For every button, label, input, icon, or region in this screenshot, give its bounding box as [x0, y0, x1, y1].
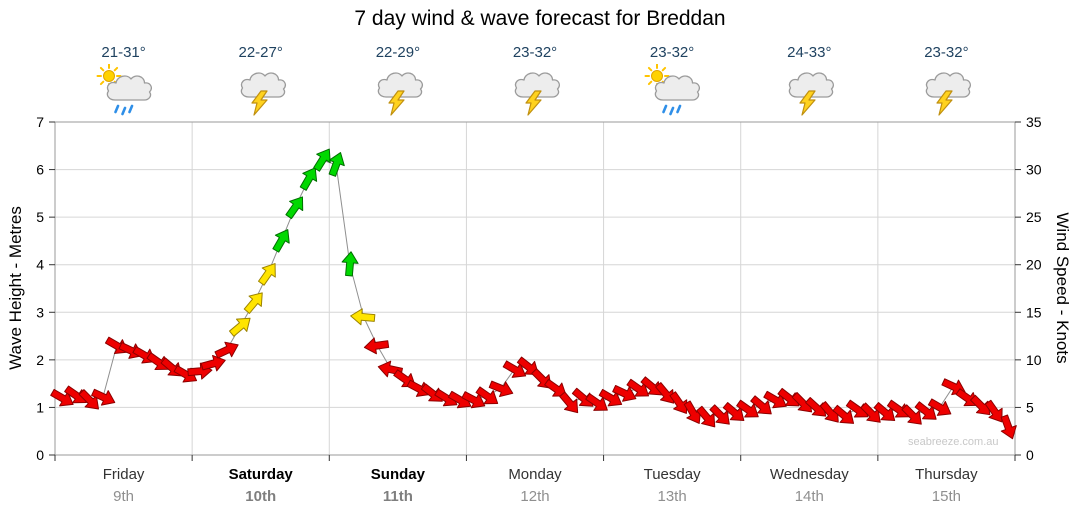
wind-arrow [669, 391, 688, 414]
wind-arrow [901, 404, 922, 425]
thunderstorm-icon [918, 64, 974, 118]
wind-arrow [585, 393, 608, 411]
day-date-label: 13th [657, 488, 687, 505]
wind-arrow [927, 398, 952, 416]
wind-arrow [214, 341, 239, 359]
day-name-label: Monday [508, 466, 562, 483]
day-temperature-range: 23-32° [649, 44, 695, 61]
wind-arrow [860, 402, 881, 423]
wind-arrow [341, 251, 359, 277]
wind-arrow [722, 402, 745, 422]
wind-arrows [50, 148, 1017, 440]
wind-arrow [516, 356, 539, 376]
left-axis-tick-label: 5 [36, 209, 44, 225]
wind-arrow [91, 388, 116, 406]
day-date-label: 12th [520, 488, 550, 505]
day-date-label: 11th [382, 488, 413, 505]
right-axis-tick-label: 25 [1026, 209, 1042, 225]
wind-arrow [78, 389, 99, 410]
day-temperature-range: 23-32° [924, 44, 969, 61]
wind-arrow [350, 308, 376, 326]
day-temperature-range: 23-32° [512, 44, 558, 61]
right-axis-tick-label: 0 [1026, 447, 1034, 463]
right-axis-tick-label: 30 [1026, 162, 1042, 178]
wind-arrow [461, 391, 486, 409]
day-temperature-range: 22-27° [238, 44, 283, 61]
right-axis-tick-label: 15 [1026, 304, 1042, 320]
wind-arrow [228, 317, 251, 337]
wind-arrow [777, 387, 800, 407]
wind-arrow [709, 404, 730, 425]
plot-border [54, 121, 1016, 456]
wave-height-line [61, 159, 1009, 427]
day-temperature-range: 22-29° [375, 44, 421, 61]
left-axis-tick-label: 2 [36, 352, 44, 368]
day-date-label: 10th [245, 488, 277, 505]
wind-arrow [559, 391, 579, 414]
day-name-label: Thursday [915, 466, 978, 483]
wind-arrow [363, 337, 390, 355]
left-axis-tick-label: 1 [36, 399, 44, 415]
day-name-label: Wednesday [769, 466, 849, 483]
day-date-label: 15th [931, 488, 961, 505]
left-axis-tick-label: 3 [36, 304, 44, 320]
day-name-label: Saturday [228, 466, 293, 483]
wind-arrow [313, 148, 331, 172]
day-temperature-range: 21-31° [101, 44, 146, 61]
wind-arrow [285, 196, 304, 220]
left-axis-tick-label: 6 [36, 162, 44, 178]
wind-arrow [626, 378, 650, 397]
wind-arrow [488, 380, 514, 398]
wind-arrow [832, 404, 855, 424]
wind-arrow [736, 399, 759, 418]
day-temperature-range: 24-33° [787, 44, 832, 61]
left-axis-tick-label: 4 [36, 257, 44, 273]
wind-arrow [406, 379, 431, 397]
thunderstorm-icon [507, 64, 563, 118]
wind-arrow [640, 376, 663, 396]
wind-arrow [200, 354, 226, 372]
right-axis-tick-label: 10 [1026, 352, 1042, 368]
day-date-label: 9th [113, 488, 135, 505]
wind-arrow [243, 292, 263, 314]
wind-arrow [655, 382, 675, 404]
wind-arrow [914, 401, 937, 420]
wind-arrow [299, 167, 318, 191]
day-date-label: 14th [794, 488, 824, 505]
left-axis-tick-label: 7 [36, 114, 44, 130]
wind-arrow [984, 399, 1003, 423]
day-name-label: Sunday [370, 466, 425, 483]
right-axis-tick-label: 20 [1026, 257, 1042, 273]
thunderstorm-icon [370, 64, 426, 118]
day-name-label: Tuesday [643, 466, 701, 483]
right-axis-tick-label: 35 [1026, 114, 1042, 130]
page-title: 7 day wind & wave forecast for Breddan [354, 7, 726, 30]
sun-shower-icon [644, 63, 701, 118]
wind-arrow [612, 384, 637, 402]
wind-arrow [750, 395, 772, 415]
watermark: seabreeze.com.au [908, 436, 999, 448]
day-name-label: Friday [102, 466, 145, 483]
wind-arrow [571, 387, 594, 407]
wind-arrow [696, 405, 716, 428]
right-axis-tick-label: 5 [1026, 399, 1034, 415]
left-axis-tick-label: 0 [36, 447, 44, 463]
wind-arrow [64, 385, 87, 404]
wind-arrow [272, 229, 290, 253]
thunderstorm-icon [781, 64, 837, 118]
wind-arrow [475, 386, 499, 405]
thunderstorm-icon [233, 64, 289, 118]
wind-arrow [258, 263, 276, 286]
wind-arrow [886, 399, 910, 418]
axis-ticks: 0 1 2 3 4 5 6 7 0 5 10 15 20 25 30 35 [36, 114, 1042, 463]
wind-arrow [873, 402, 896, 422]
gridlines [55, 121, 1015, 455]
wind-arrow [328, 152, 345, 177]
sun-shower-icon [96, 63, 152, 118]
wind-arrow [1000, 414, 1017, 440]
